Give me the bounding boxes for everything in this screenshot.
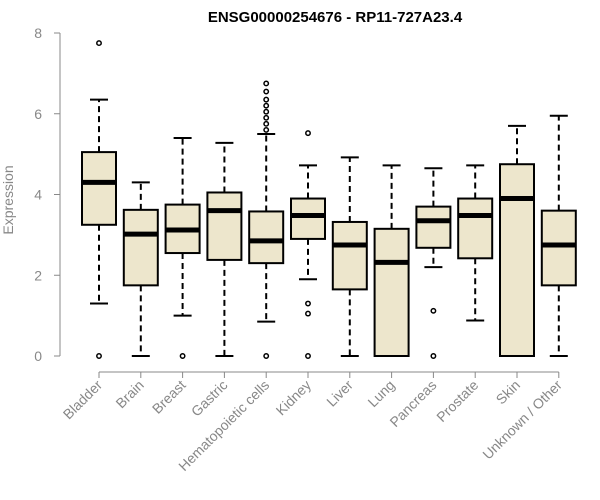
box-body (499, 163, 535, 357)
outlier-point (263, 120, 270, 127)
box-group (164, 136, 201, 359)
y-tick-label: 8 (34, 25, 42, 41)
outlier-point (263, 108, 270, 115)
outlier-point (430, 307, 437, 314)
box-group (540, 114, 577, 357)
y-tick-label: 2 (34, 267, 42, 283)
box-body (415, 205, 452, 249)
outlier-point (305, 130, 311, 137)
x-tick-label: Kidney (273, 377, 315, 419)
outlier-point (96, 353, 102, 359)
x-tick-label: Skin (493, 377, 524, 408)
box-body (457, 197, 494, 260)
box-group (331, 156, 368, 357)
outlier-point (263, 353, 270, 359)
box-body (248, 210, 285, 265)
outlier-point (263, 126, 270, 133)
box-body (290, 197, 326, 240)
plot-area (81, 40, 577, 359)
y-tick-label: 4 (34, 187, 42, 203)
outlier-point (263, 114, 270, 121)
outlier-point (263, 102, 270, 109)
box-body (331, 220, 368, 291)
box-group (415, 167, 452, 359)
outlier-point (305, 310, 311, 317)
box-group (499, 124, 535, 357)
box-group (81, 40, 117, 359)
outlier-point (305, 300, 311, 307)
box-group (290, 130, 326, 359)
box-group (122, 181, 159, 357)
box-group (206, 141, 243, 357)
outlier-point (430, 353, 437, 359)
outlier-point (305, 353, 311, 359)
box-group (457, 164, 494, 322)
x-tick-label: Bladder (60, 377, 106, 423)
x-tick-label: Liver (323, 377, 356, 410)
box-body (81, 151, 117, 226)
y-axis: 0 2 4 6 8 (34, 25, 61, 364)
box-group (373, 164, 410, 358)
y-axis-label: Expression (0, 165, 16, 234)
x-tick-label: Lung (364, 377, 397, 410)
outlier-point (96, 40, 102, 47)
box-body (373, 227, 410, 358)
outlier-point (179, 353, 186, 359)
x-tick-label: Prostate (433, 377, 481, 425)
chart-title: ENSG00000254676 - RP11-727A23.4 (208, 9, 463, 26)
x-tick-label: Breast (149, 377, 189, 417)
outlier-point (263, 96, 270, 103)
box-body (540, 209, 577, 287)
box-body (122, 208, 159, 287)
outlier-point (263, 88, 270, 95)
y-tick-label: 0 (34, 348, 42, 364)
box-body (206, 191, 243, 261)
outlier-point (263, 80, 270, 87)
x-tick-label: Unknown / Other (479, 377, 565, 463)
y-tick-label: 6 (34, 106, 42, 122)
x-tick-label: Brain (112, 377, 146, 411)
box-group (248, 80, 285, 359)
